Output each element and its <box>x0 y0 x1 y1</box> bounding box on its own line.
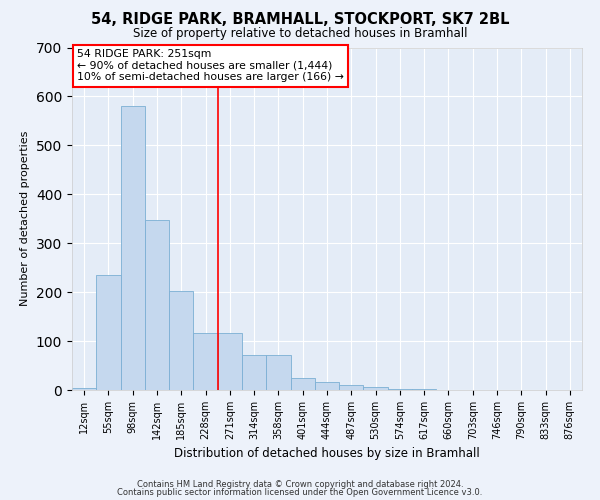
Bar <box>96 275 121 390</box>
Bar <box>364 386 388 390</box>
Bar <box>145 220 169 390</box>
Bar <box>193 333 218 390</box>
Text: 54 RIDGE PARK: 251sqm
← 90% of detached houses are smaller (1,444)
10% of semi-d: 54 RIDGE PARK: 251sqm ← 90% of detached … <box>77 49 344 82</box>
Bar <box>242 355 266 390</box>
Bar <box>388 389 412 390</box>
Bar <box>72 388 96 390</box>
Text: 54, RIDGE PARK, BRAMHALL, STOCKPORT, SK7 2BL: 54, RIDGE PARK, BRAMHALL, STOCKPORT, SK7… <box>91 12 509 28</box>
Text: Size of property relative to detached houses in Bramhall: Size of property relative to detached ho… <box>133 28 467 40</box>
Text: Contains HM Land Registry data © Crown copyright and database right 2024.: Contains HM Land Registry data © Crown c… <box>137 480 463 489</box>
X-axis label: Distribution of detached houses by size in Bramhall: Distribution of detached houses by size … <box>174 448 480 460</box>
Bar <box>169 290 193 390</box>
Bar <box>315 382 339 390</box>
Bar <box>412 389 436 390</box>
Bar <box>266 355 290 390</box>
Text: Contains public sector information licensed under the Open Government Licence v3: Contains public sector information licen… <box>118 488 482 497</box>
Bar <box>290 378 315 390</box>
Bar <box>218 333 242 390</box>
Bar <box>121 106 145 390</box>
Y-axis label: Number of detached properties: Number of detached properties <box>20 131 31 306</box>
Bar <box>339 385 364 390</box>
